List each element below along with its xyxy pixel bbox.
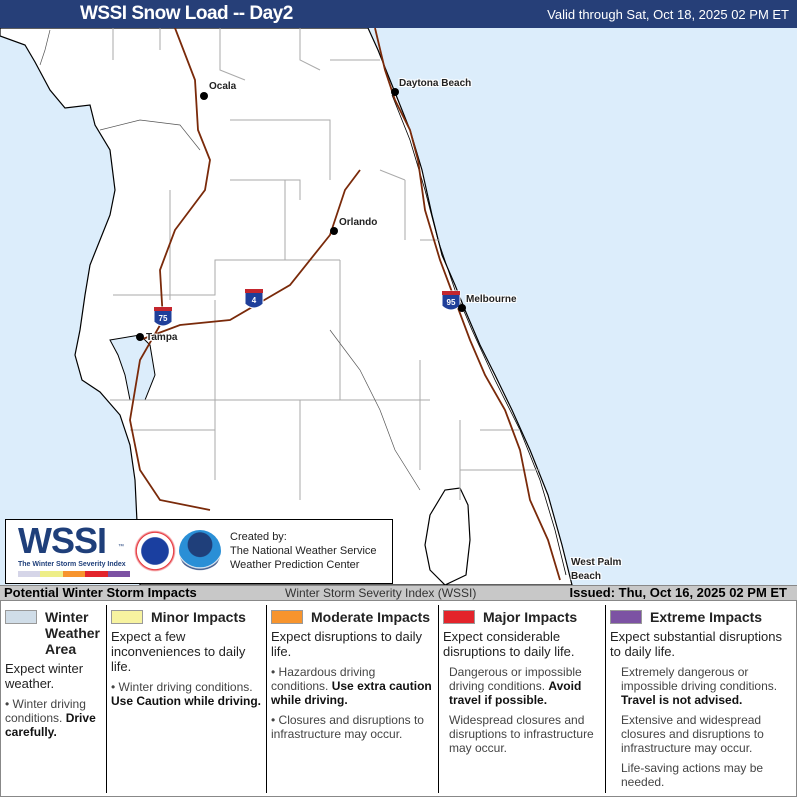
legend-title: Extreme Impacts — [650, 609, 763, 625]
legend-bullet-item: • Hazardous driving conditions. Use extr… — [271, 665, 432, 707]
lake-okeechobee — [424, 487, 471, 586]
legend-bullet: Dangerous or impossible driving conditio… — [449, 665, 582, 693]
impact-legend: Winter Weather Area Expect winter weathe… — [0, 601, 797, 797]
city-dot — [330, 227, 338, 235]
legend-bullet: Extensive and widespread closures and di… — [621, 713, 764, 755]
color-swatch — [5, 610, 37, 624]
city-dot — [136, 333, 144, 341]
legend-bullet: Widespread closures and disruptions to i… — [449, 713, 594, 755]
legend-title: Winter Weather Area — [45, 609, 100, 657]
index-name: Winter Storm Severity Index (WSSI) — [285, 586, 477, 600]
i-4 — [139, 169, 361, 341]
legend-moderate: Moderate Impacts Expect disruptions to d… — [266, 605, 438, 793]
color-swatch — [443, 610, 475, 624]
shield-label: 4 — [252, 296, 257, 305]
i-75 — [129, 27, 211, 511]
legend-bullet-item: • Winter driving conditions. Drive caref… — [5, 697, 96, 739]
color-swatch — [271, 610, 303, 624]
legend-winter-weather-area: Winter Weather Area Expect winter weathe… — [1, 605, 106, 793]
legend-heading: Potential Winter Storm Impacts — [4, 585, 197, 600]
city-dot — [391, 88, 399, 96]
wssi-color-strip — [18, 571, 131, 577]
city-orlando: Orlando — [339, 217, 378, 228]
rivers — [39, 29, 421, 491]
created-by: Created by: — [230, 531, 287, 543]
city-beach: Beach — [571, 571, 602, 582]
legend-bullet-bold: Avoid travel if possible. — [449, 679, 582, 707]
legend-bullet: Winter driving conditions. — [5, 697, 86, 725]
valid-time: Valid through Sat, Oct 18, 2025 02 PM ET — [547, 7, 789, 22]
legend-extreme: Extreme Impacts Expect substantial disru… — [605, 605, 797, 793]
wssi-subtitle: The Winter Storm Severity Index — [18, 561, 126, 568]
map: 75 4 95 Ocala Daytona Beach Orlando Melb… — [0, 27, 797, 586]
legend-bullet: Extremely dangerous or impossible drivin… — [621, 665, 778, 693]
city-tampa: Tampa — [146, 332, 178, 343]
map-canvas: 75 4 95 — [0, 27, 797, 586]
shield-75: 75 — [153, 306, 173, 327]
issued-time: Issued: Thu, Oct 16, 2025 02 PM ET — [569, 585, 787, 600]
nws-logo — [134, 530, 176, 572]
trademark: ™ — [118, 544, 124, 550]
legend-expect: Expect a few inconveniences to daily lif… — [111, 629, 246, 674]
city-melbourne: Melbourne — [466, 294, 517, 305]
shield-95: 95 — [441, 290, 461, 311]
wssi-logo: WSSI — [18, 520, 107, 561]
credits-box: WSSI ™ The Winter Storm Severity Index C… — [5, 519, 393, 584]
legend-bullet-bold: Travel is not advised. — [621, 693, 743, 707]
header-bar: WSSI Snow Load -- Day2 Valid through Sat… — [0, 0, 797, 28]
legend-title: Minor Impacts — [151, 609, 246, 625]
legend-expect: Expect winter weather. — [5, 661, 84, 691]
city-west-palm: West Palm — [571, 557, 622, 568]
shield-label: 95 — [447, 298, 456, 307]
noaa-logo — [179, 530, 221, 572]
legend-expect: Expect considerable disruptions to daily… — [443, 629, 575, 659]
shield-4: 4 — [244, 288, 264, 309]
legend-bullet-item: Dangerous or impossible driving conditio… — [449, 665, 601, 707]
legend-bullet-bold: Use extra caution while driving. — [271, 679, 432, 707]
color-swatch — [111, 610, 143, 624]
legend-bullet-item: • Winter driving conditions. Use Caution… — [111, 680, 262, 708]
credit-text: Created by: The National Weather Service… — [230, 530, 377, 572]
legend-bullet: Hazardous driving conditions. — [271, 665, 376, 693]
city-ocala: Ocala — [209, 81, 237, 92]
city-daytona-beach: Daytona Beach — [399, 78, 472, 89]
legend-title: Moderate Impacts — [311, 609, 431, 625]
legend-header: Potential Winter Storm Impacts Winter St… — [0, 585, 797, 601]
legend-bullet-item: • Closures and disruptions to infrastruc… — [271, 713, 424, 741]
city-dot — [458, 304, 466, 312]
legend-bullet: Winter driving conditions. — [118, 680, 253, 694]
legend-bullet-bold: Drive carefully. — [5, 711, 96, 739]
org-wpc: Weather Prediction Center — [230, 559, 360, 571]
legend-bullet-item: Extremely dangerous or impossible drivin… — [621, 665, 793, 707]
color-swatch — [610, 610, 642, 624]
shield-label: 75 — [159, 314, 168, 323]
county-lines — [110, 28, 540, 500]
legend-title: Major Impacts — [483, 609, 578, 625]
legend-bullet-bold: Use Caution while driving. — [111, 694, 262, 708]
legend-major: Major Impacts Expect considerable disrup… — [438, 605, 605, 793]
legend-expect: Expect substantial disruptions to daily … — [610, 629, 782, 659]
legend-bullet: Life-saving actions may be needed. — [621, 761, 764, 789]
map-title: WSSI Snow Load -- Day2 — [80, 3, 293, 24]
org-nws: The National Weather Service — [230, 545, 377, 557]
legend-bullet: Closures and disruptions to infrastructu… — [271, 713, 424, 741]
legend-minor: Minor Impacts Expect a few inconvenience… — [106, 605, 266, 793]
legend-expect: Expect disruptions to daily life. — [271, 629, 423, 659]
city-dot — [200, 92, 208, 100]
